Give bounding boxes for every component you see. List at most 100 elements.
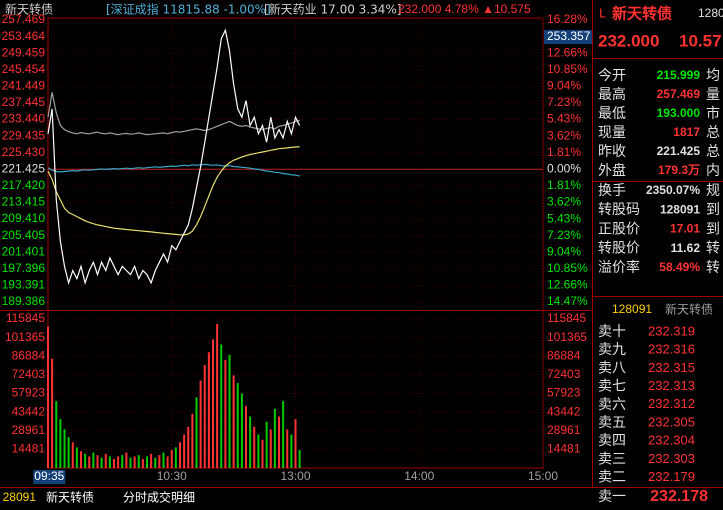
volume-tick-label: 86884: [12, 348, 46, 362]
volume-bar: [224, 359, 227, 468]
x-tick-label: 15:00: [528, 469, 558, 483]
ask-price: 232.179: [648, 469, 695, 484]
percent-tick-label: 3.62%: [547, 128, 581, 142]
volume-bar: [166, 456, 169, 468]
volume-bar: [141, 458, 144, 468]
quote-tail: 转: [706, 260, 720, 276]
quote-tail: 到: [706, 202, 720, 218]
price-tick-label: 249.459: [2, 45, 46, 59]
volume-tick-label: 43442: [547, 404, 581, 418]
footer-code: 28091: [3, 490, 37, 504]
volume-bar: [232, 375, 235, 468]
price-tick-label: 245.454: [2, 62, 46, 76]
ask-price: 232.303: [648, 451, 695, 466]
ask-price: 232.305: [648, 414, 695, 429]
percent-tick-label: 12.66%: [547, 45, 588, 59]
volume-bar: [125, 452, 128, 468]
volume-bar: [88, 456, 91, 468]
percent-tick-label: 12.66%: [547, 278, 588, 292]
ask-label: 卖一: [598, 489, 626, 505]
volume-bar: [265, 421, 268, 468]
volume-bar: [245, 406, 247, 468]
volume-bar: [240, 393, 243, 468]
percent-tick-label: 3.62%: [547, 195, 581, 209]
volume-bar: [294, 419, 297, 468]
volume-tick-label: 72403: [12, 367, 46, 381]
quote-label: 转股价: [598, 241, 640, 257]
quote-value: 1817: [673, 125, 700, 139]
volume-tick-label: 14481: [547, 442, 581, 456]
ask-price: 232.313: [648, 378, 695, 393]
volume-tick-label: 28961: [547, 423, 581, 437]
price-tick-label: 241.449: [2, 79, 46, 93]
price-tick-label: 193.391: [2, 278, 46, 292]
volume-bar: [228, 354, 231, 468]
volume-bar: [183, 434, 186, 468]
quote-tail: 总: [706, 125, 720, 141]
percent-tick-label: 9.04%: [547, 244, 581, 258]
volume-tick-label: 101365: [547, 330, 587, 344]
quote-label: 今开: [598, 68, 626, 84]
quote-label: 正股价: [598, 221, 640, 237]
quote-tail: 内: [706, 163, 720, 179]
volume-tick-label: 101365: [5, 330, 45, 344]
quote-value: 215.999: [657, 68, 701, 82]
ask-label: 卖八: [598, 360, 626, 376]
percent-tick-label: 0.00%: [547, 161, 581, 175]
panel-change: 10.57: [679, 31, 722, 50]
price-tick-label: 237.445: [2, 95, 46, 109]
ask-label: 卖九: [598, 342, 626, 358]
volume-bar: [207, 352, 210, 468]
volume-bar: [187, 426, 190, 468]
ask-label: 卖五: [598, 415, 626, 431]
volume-bar: [298, 449, 301, 468]
volume-bar: [261, 439, 264, 468]
ask-price: 232.319: [648, 323, 695, 338]
volume-bar: [59, 419, 62, 468]
quote-label: 最低: [598, 106, 626, 122]
price-tick-label: 209.410: [2, 211, 46, 225]
volume-bar: [47, 326, 49, 468]
quote-tail: 到: [706, 221, 720, 237]
ask-price: 232.178: [650, 488, 708, 505]
cursor-y-label: 253.357: [547, 29, 591, 43]
percent-tick-label: 5.43%: [547, 211, 581, 225]
volume-tick-label: 115845: [547, 311, 586, 325]
volume-bar: [253, 426, 256, 468]
price-tick-label: 205.405: [2, 228, 46, 242]
volume-bar: [286, 429, 289, 468]
footer-title[interactable]: 分时成交明细: [123, 490, 195, 505]
quote-label: 最高: [598, 86, 626, 103]
percent-tick-label: 1.81%: [547, 178, 581, 192]
volume-bar: [113, 458, 115, 468]
price-tick-label: 213.415: [2, 195, 46, 209]
volume-bar: [55, 401, 58, 468]
volume-bar: [282, 401, 285, 468]
volume-bar: [137, 455, 140, 468]
quote-value: 128091: [660, 202, 700, 216]
book-code: 128091: [612, 302, 652, 316]
x-tick-label: 10:30: [157, 469, 187, 483]
quote-value: 58.49%: [659, 260, 700, 274]
volume-bar: [179, 442, 181, 468]
volume-tick-label: 28961: [12, 423, 46, 437]
volume-bar: [121, 455, 124, 468]
quote-value: 17.01: [670, 222, 700, 236]
book-name: 新天转债: [665, 302, 713, 317]
volume-bar: [92, 452, 95, 468]
volume-bar: [63, 429, 66, 468]
volume-bar: [195, 397, 198, 468]
volume-bar: [154, 457, 157, 468]
volume-tick-label: 57923: [12, 386, 46, 400]
price-tick-label: 221.425: [2, 161, 46, 175]
volume-bar: [212, 339, 214, 468]
percent-tick-label: 7.23%: [547, 95, 581, 109]
ask-price: 232.304: [648, 433, 695, 448]
ask-label: 卖六: [598, 397, 626, 413]
quote-label: 昨收: [598, 144, 626, 160]
volume-bar: [162, 452, 165, 468]
volume-bar: [216, 323, 219, 468]
volume-bar: [290, 434, 293, 468]
panel-price: 232.000: [598, 31, 659, 50]
